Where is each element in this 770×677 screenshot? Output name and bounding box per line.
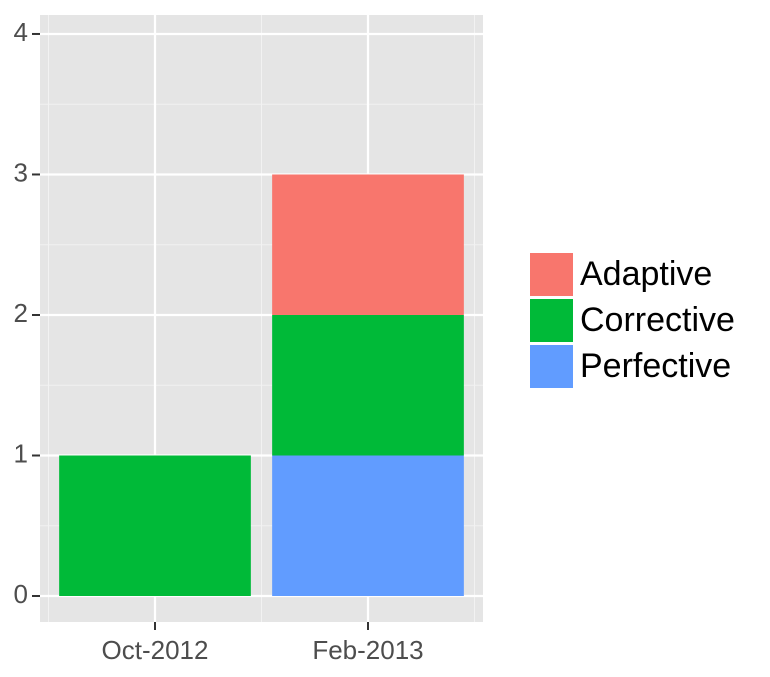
bar-segment: [272, 314, 464, 456]
y-tick-label: 0: [14, 579, 28, 609]
legend-key: [530, 345, 573, 388]
bar-segment: [272, 455, 464, 597]
x-tick-label: Oct-2012: [102, 635, 209, 665]
legend-key: [530, 253, 573, 296]
bar-segment: [272, 174, 464, 315]
legend-key: [530, 299, 573, 342]
y-tick-label: 4: [14, 17, 28, 47]
y-tick-label: 1: [14, 438, 28, 468]
bar-segment: [59, 455, 251, 597]
y-tick-label: 2: [14, 298, 28, 328]
legend-label: Corrective: [580, 301, 735, 339]
legend-label: Perfective: [580, 347, 731, 385]
legend-label: Adaptive: [580, 255, 712, 293]
y-tick-label: 3: [14, 157, 28, 187]
x-tick-label: Feb-2013: [312, 635, 423, 665]
